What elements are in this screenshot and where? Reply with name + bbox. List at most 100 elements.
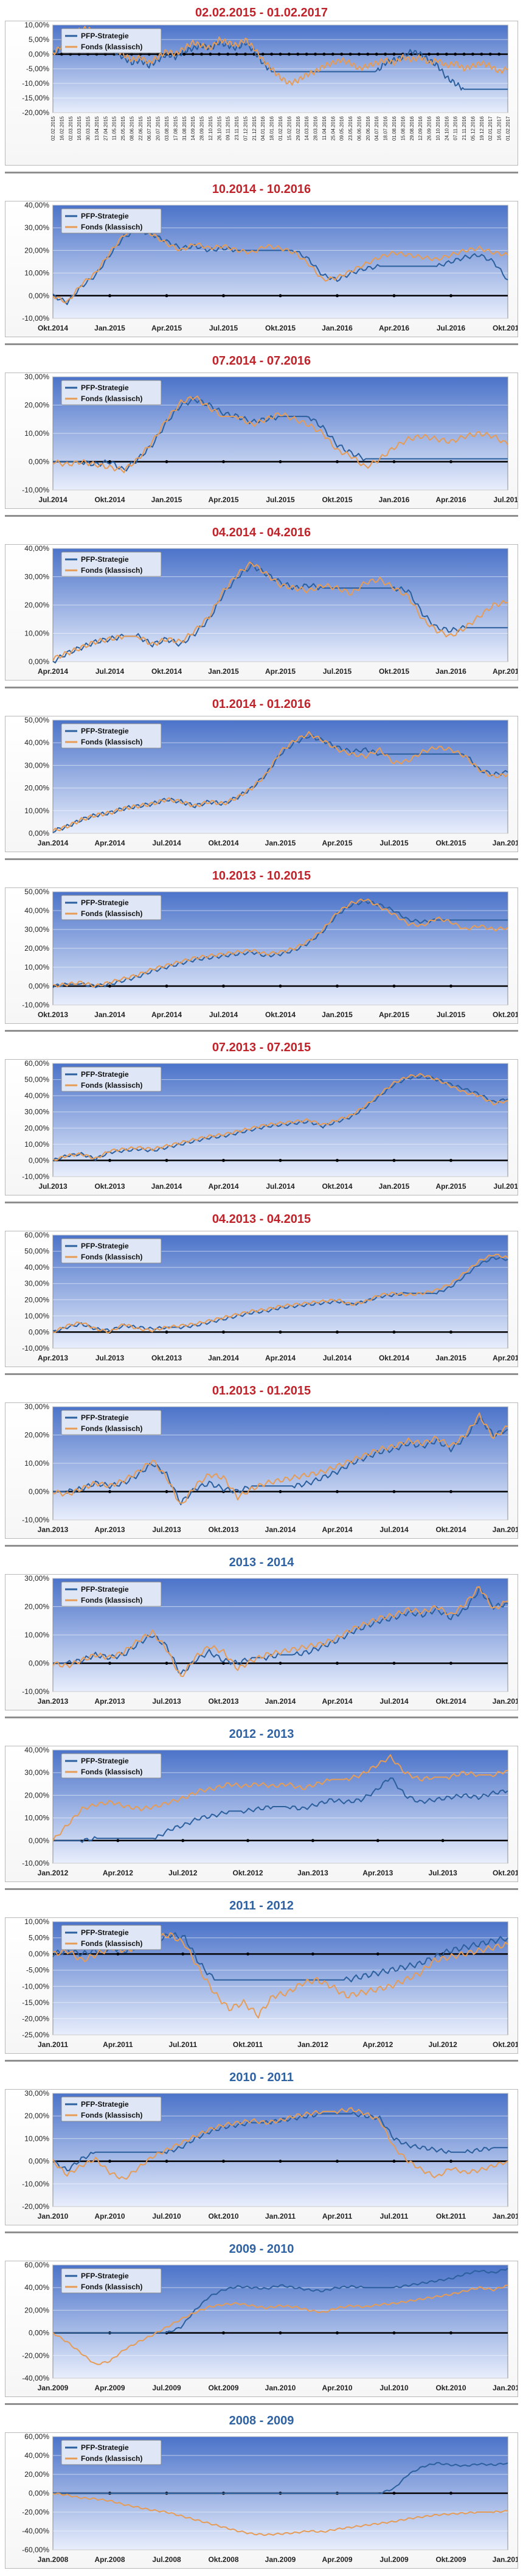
- y-tick-label: 0,00%: [29, 1836, 49, 1845]
- x-tick-label: Apr.2014: [151, 1010, 182, 1019]
- panel-divider: [5, 687, 518, 688]
- chart-panel: 2011 - 2012 10,00% 5,00% 0,00% -5,00% -10,00%…: [0, 1888, 523, 2060]
- legend-box: [61, 723, 162, 749]
- zero-line-marker: [488, 52, 492, 56]
- x-tick-label: Okt.2013: [94, 1182, 125, 1191]
- x-tick-label: 16.03.2015: [77, 116, 82, 141]
- zero-line-marker: [336, 2160, 339, 2163]
- line-chart: 50,00% 40,00% 30,00% 20,00% 10,00% 0,00% -10,0…: [22, 887, 523, 1019]
- y-tick-label: 10,00%: [24, 21, 49, 29]
- legend: PFP-Strategie Fonds (klassisch): [61, 723, 162, 749]
- line-chart: 60,00% 50,00% 40,00% 30,00% 20,00% 10,00% 0,00…: [22, 1059, 522, 1191]
- x-tick-label: Jan.2013: [297, 1869, 328, 1877]
- x-tick-label: 25.04.2016: [330, 116, 336, 141]
- zero-line-marker: [165, 1330, 168, 1334]
- line-chart: 40,00%30,00%20,00%10,00%0,00%-10,00%Okt.…: [22, 201, 523, 332]
- zero-line-marker: [246, 1952, 250, 1956]
- x-tick-label: 02.02.2015: [50, 116, 56, 141]
- y-tick-label: 10,00%: [24, 1814, 49, 1822]
- x-tick-label: Jan.2015: [435, 1354, 466, 1362]
- chart-panel: 07.2013 - 07.2015 60,00% 50,00% 40,00% 30,00…: [0, 1030, 523, 1202]
- chart-panel: 2009 - 2010 60,00% 40,00% 20,00% 0,00% -20,00…: [0, 2231, 523, 2403]
- x-tick-label: Jul.2013: [95, 1354, 125, 1362]
- y-tick-label: -25,00%: [22, 2031, 49, 2039]
- chart-frame: 60,00% 50,00% 40,00% 30,00% 20,00% 10,00% 0,00…: [5, 1231, 523, 1367]
- y-tick-label: 10,00%: [24, 1140, 49, 1149]
- x-tick-label: 19.12.2016: [479, 116, 485, 141]
- x-tick-label: Okt.2015: [493, 1010, 518, 1019]
- legend-label-fund: Fonds (klassisch): [81, 738, 142, 746]
- x-tick-label: Jul.2014: [379, 1697, 409, 1706]
- line-chart: 30,00% 20,00% 10,00% 0,00% -10,00%Jul.2014 Ok…: [22, 373, 522, 504]
- y-tick-label: 10,00%: [24, 1918, 49, 1926]
- x-tick-label: Apr.2015: [435, 1182, 466, 1191]
- zero-line-marker: [305, 52, 308, 56]
- y-tick-label: 0,00%: [29, 1950, 49, 1958]
- x-tick-label: Jan.2015: [265, 839, 296, 847]
- zero-line-marker: [77, 52, 81, 56]
- legend-label-strategy: PFP-Strategie: [81, 727, 129, 735]
- legend-box: [61, 1753, 162, 1779]
- series-line-fund: [52, 1586, 508, 1678]
- x-tick-label: Okt.2014: [265, 1010, 296, 1019]
- zero-line-marker: [200, 52, 204, 56]
- x-tick-label: Apr.2015: [322, 839, 352, 847]
- zero-line-marker: [287, 52, 291, 56]
- panel-divider: [5, 858, 518, 860]
- x-tick-label: Jan.2014: [38, 839, 69, 847]
- x-tick-label: 22.06.2015: [138, 116, 144, 141]
- chart-panel: 04.2013 - 04.2015 60,00% 50,00% 40,00% 30,00…: [0, 1202, 523, 1373]
- zero-line-marker: [336, 1490, 339, 1493]
- zero-line-marker: [108, 1158, 111, 1162]
- zero-line-marker: [147, 52, 151, 56]
- zero-line-marker: [336, 460, 339, 463]
- chart-panel: 2010 - 2011 30,00% 20,00% 10,00% 0,00% -10,00…: [0, 2060, 523, 2231]
- y-tick-label: -60,00%: [22, 2546, 49, 2554]
- x-tick-label: 26.09.2016: [427, 116, 432, 141]
- x-tick-label: Okt.2008: [208, 2555, 238, 2564]
- legend: PFP-Strategie Fonds (klassisch): [61, 28, 162, 54]
- y-tick-label: 50,00%: [24, 888, 49, 896]
- zero-line-marker: [462, 52, 466, 56]
- legend-label-strategy: PFP-Strategie: [81, 32, 129, 40]
- zero-line-marker: [108, 984, 111, 988]
- chart-title: 04.2014 - 04.2016: [212, 526, 311, 539]
- zero-line-marker: [336, 1662, 339, 1665]
- x-tick-label: 24.10.2016: [444, 116, 449, 141]
- x-tick-label: Jul.2014: [323, 1354, 352, 1362]
- zero-line-marker: [222, 1158, 225, 1162]
- zero-line-marker: [392, 1330, 396, 1334]
- legend-label-strategy: PFP-Strategie: [81, 1070, 129, 1079]
- x-tick-label: 21.12.2015: [252, 116, 257, 141]
- y-tick-label: 60,00%: [24, 2433, 49, 2441]
- chart-frame: 10,00% 5,00% 0,00% -5,00% -10,00% -15,00% -20,…: [5, 1917, 523, 2054]
- x-tick-label: Apr.2016: [435, 495, 466, 504]
- x-tick-label: Jan.2016: [435, 667, 466, 676]
- zero-line-marker: [428, 52, 431, 56]
- chart-panel: 01.2013 - 01.2015 30,00% 20,00% 10,00% 0,00%…: [0, 1373, 523, 1545]
- y-tick-label: -10,00%: [22, 1859, 49, 1867]
- zero-line-marker: [103, 52, 107, 56]
- x-tick-label: Apr.2011: [322, 2212, 353, 2221]
- y-tick-label: -10,00%: [22, 486, 49, 494]
- zero-line-marker: [480, 52, 483, 56]
- series-line-strategy: [53, 2267, 508, 2334]
- y-tick-label: 0,00%: [29, 1488, 49, 1496]
- chart-frame: 50,00% 40,00% 30,00% 20,00% 10,00% 0,00% -10,0…: [5, 887, 523, 1024]
- x-tick-label: Jul.2014: [266, 1182, 295, 1191]
- legend-box: [61, 1066, 162, 1092]
- x-tick-label: 31.08.2015: [182, 116, 187, 141]
- legend-label-fund: Fonds (klassisch): [81, 43, 142, 51]
- series-line-fund: [52, 1412, 508, 1504]
- legend-label-fund: Fonds (klassisch): [81, 1768, 142, 1776]
- y-tick-label: -20,00%: [22, 108, 49, 117]
- panel-divider: [5, 1888, 518, 1890]
- y-tick-label: 60,00%: [24, 1231, 49, 1239]
- y-tick-label: -40,00%: [22, 2374, 49, 2382]
- line-chart: 60,00% 50,00% 40,00% 30,00% 20,00% 10,00% 0,00…: [22, 1231, 523, 1362]
- chart-panel: 2012 - 2013 40,00% 30,00% 20,00% 10,00% 0,00%…: [0, 1717, 523, 1888]
- legend-label-strategy: PFP-Strategie: [81, 898, 129, 907]
- x-tick-label: 15.08.2016: [400, 116, 406, 141]
- y-tick-label: 40,00%: [24, 1091, 49, 1100]
- x-tick-label: 29.08.2016: [409, 116, 415, 141]
